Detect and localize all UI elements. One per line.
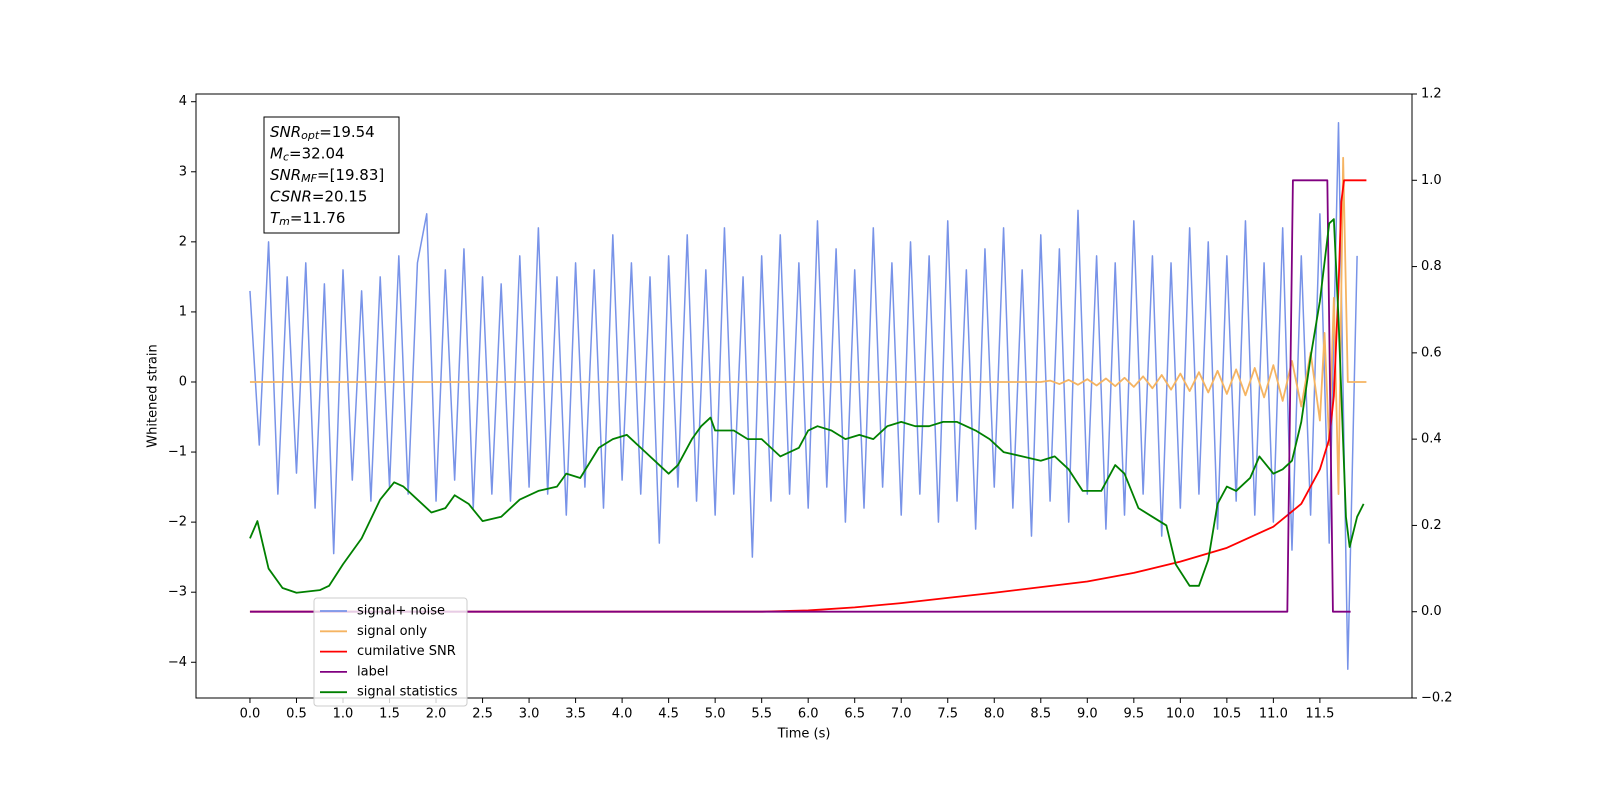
y-tick-label: 1	[179, 304, 187, 319]
annotation-variable: T	[270, 209, 281, 227]
y-tick-label: −1	[168, 445, 187, 460]
annotation-value: =19.54	[319, 123, 375, 141]
annotation-subscript: opt	[301, 129, 320, 142]
legend: signal+ noise signal only cumilative SNR la…	[313, 597, 468, 707]
annotation-subscript: MF	[301, 172, 317, 185]
x-tick-label: 5.0	[705, 707, 726, 722]
x-tick-label: 3.0	[519, 707, 540, 722]
y-tick-label: −3	[168, 585, 187, 600]
x-tick-label: 2.5	[472, 707, 493, 722]
annotation-box: SNRopt=19.54Mc=32.04SNRMF=[19.83]CSNR=20…	[263, 116, 400, 234]
x-tick-label: 1.0	[333, 707, 354, 722]
x-tick-label: 8.0	[984, 707, 1005, 722]
y2-tick-label: 0.4	[1421, 432, 1442, 447]
x-tick-label: 6.0	[798, 707, 819, 722]
x-tick-label: 11.5	[1305, 707, 1334, 722]
x-tick-label: 1.5	[379, 707, 400, 722]
annotation-subscript: m	[279, 215, 290, 228]
x-tick-label: 10.5	[1212, 707, 1241, 722]
y2-tick-label: 0.8	[1421, 259, 1442, 274]
legend-label: signal statistics	[357, 685, 458, 700]
y2-tick-label: 0.6	[1421, 345, 1442, 360]
annotation-line: CSNR=20.15	[270, 187, 367, 205]
x-tick-label: 2.0	[426, 707, 447, 722]
y-tick-label: 0	[179, 374, 187, 389]
annotation-value: =[19.83]	[317, 166, 384, 184]
annotation-variable: SNR	[270, 123, 301, 141]
annotation-line: SNRMF=[19.83]	[270, 166, 384, 186]
annotation-line: Mc=32.04	[270, 144, 345, 164]
annotation-value: =11.76	[290, 209, 346, 227]
y-tick-label: −4	[168, 655, 187, 670]
y2-tick-label: 1.0	[1421, 173, 1442, 188]
y2-tick-label: 1.2	[1421, 87, 1442, 102]
annotation-line: SNRopt=19.54	[270, 123, 375, 143]
x-tick-label: 0.0	[240, 707, 261, 722]
y2-tick-label: −0.2	[1421, 691, 1453, 706]
y-tick-label: −2	[168, 515, 187, 530]
legend-label: signal+ noise	[357, 604, 445, 619]
x-tick-label: 9.0	[1077, 707, 1098, 722]
annotation-variable: CSNR	[270, 187, 312, 205]
y2-tick-label: 0.0	[1421, 604, 1442, 619]
series-line	[249, 156, 1367, 495]
annotation-value: =32.04	[289, 144, 345, 162]
x-tick-label: 10.0	[1166, 707, 1195, 722]
x-tick-label: 11.0	[1259, 707, 1288, 722]
series-line	[249, 121, 1358, 671]
x-tick-label: 9.5	[1123, 707, 1144, 722]
x-tick-label: 4.0	[612, 707, 633, 722]
x-tick-label: 6.5	[844, 707, 865, 722]
annotation-subscript: c	[283, 151, 289, 164]
series-line	[249, 218, 1365, 594]
series-line	[249, 179, 1367, 613]
x-tick-label: 4.5	[658, 707, 679, 722]
y-tick-label: 4	[179, 94, 187, 109]
legend-label: cumilative SNR	[357, 644, 456, 659]
annotation-variable: M	[270, 144, 283, 162]
x-tick-label: 7.5	[937, 707, 958, 722]
annotation-value: =20.15	[312, 187, 368, 205]
y-tick-label: 2	[179, 234, 187, 249]
annotation-variable: SNR	[270, 166, 301, 184]
y-axis-label: Whitened strain	[146, 344, 161, 447]
x-tick-label: 3.5	[565, 707, 586, 722]
legend-label: label	[357, 664, 388, 679]
x-axis-label: Time (s)	[777, 727, 831, 742]
legend-frame	[313, 597, 468, 707]
x-tick-label: 0.5	[286, 707, 307, 722]
x-tick-label: 7.0	[891, 707, 912, 722]
x-tick-label: 5.5	[751, 707, 772, 722]
annotation-frame	[263, 116, 400, 234]
annotation-line: Tm=11.76	[270, 209, 345, 229]
x-tick-label: 8.5	[1030, 707, 1051, 722]
plot-frame	[195, 93, 1413, 699]
y2-tick-label: 0.2	[1421, 518, 1442, 533]
series-line	[249, 179, 1351, 613]
legend-label: signal only	[357, 624, 427, 639]
y-tick-label: 3	[179, 164, 187, 179]
